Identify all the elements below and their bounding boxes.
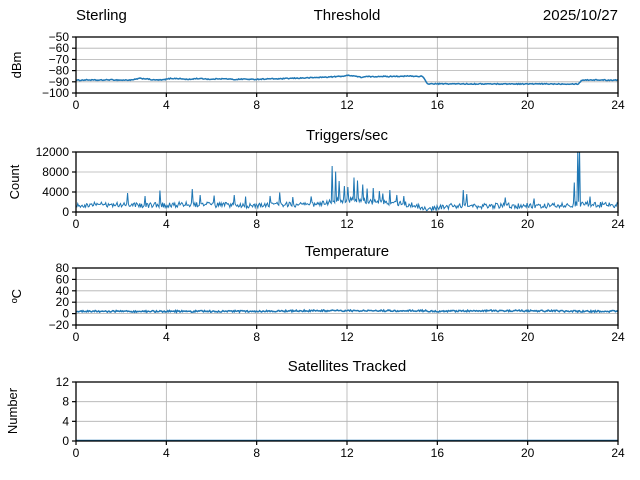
xtick-label: 24 (611, 98, 625, 112)
ytick-label: 8000 (42, 165, 69, 179)
chart-4: 0 4 8 12 16 20 24 0 4 8 12 (56, 375, 625, 460)
xtick-label: 12 (340, 217, 354, 231)
xtick-label: 20 (521, 330, 535, 344)
xtick-label: 16 (431, 217, 445, 231)
chart1-station-label: Sterling (76, 7, 127, 24)
ytick-label: 4 (62, 414, 69, 428)
ytick-label: −90 (49, 75, 70, 89)
xtick-label: 4 (163, 98, 170, 112)
xtick-label: 16 (431, 330, 445, 344)
ytick-label: −60 (49, 41, 70, 55)
chart1-ylabel: dBm (9, 51, 24, 79)
xtick-label: 20 (521, 98, 535, 112)
chart2-ylabel: Count (7, 164, 22, 200)
xtick-label: 8 (253, 217, 260, 231)
xtick-label: 16 (431, 98, 445, 112)
series-threshold_dbm (76, 74, 618, 86)
ytick-label: 80 (56, 261, 70, 275)
ytick-label: −20 (49, 318, 70, 332)
xtick-label: 4 (163, 330, 170, 344)
ytick-label: 12000 (36, 145, 70, 159)
xtick-label: 8 (253, 98, 260, 112)
xtick-label: 16 (431, 446, 445, 460)
chart3-title: Temperature (304, 243, 390, 260)
ytick-label: −80 (49, 64, 70, 78)
xtick-label: 4 (163, 446, 170, 460)
xtick-label: 8 (253, 330, 260, 344)
chart1-title: Threshold (313, 7, 381, 24)
ytick-label: −50 (49, 30, 70, 44)
chart4-ylabel: Number (5, 387, 20, 435)
chart2-title: Triggers/sec (306, 127, 388, 144)
xtick-label: 20 (521, 217, 535, 231)
xtick-label: 0 (73, 98, 80, 112)
xtick-label: 0 (73, 217, 80, 231)
xtick-label: 4 (163, 217, 170, 231)
chart4-title: Satellites Tracked (287, 358, 407, 375)
xtick-label: 12 (340, 446, 354, 460)
xtick-label: 0 (73, 330, 80, 344)
xtick-label: 8 (253, 446, 260, 460)
xtick-label: 24 (611, 217, 625, 231)
chart-2: 0 4 8 12 16 20 24 0 4000 8000 12000 (36, 145, 625, 231)
ytick-label: −70 (49, 52, 70, 66)
xtick-label: 12 (340, 330, 354, 344)
ytick-label: 12 (56, 375, 70, 389)
xtick-label: 24 (611, 330, 625, 344)
ytick-label: 8 (62, 395, 69, 409)
ytick-label: 4000 (42, 185, 69, 199)
ytick-label: 20 (56, 295, 70, 309)
ytick-label: 0 (62, 205, 69, 219)
series-temperature_c (76, 308, 618, 314)
xtick-label: 12 (340, 98, 354, 112)
chart3-ylabel: ºC (9, 288, 24, 304)
ytick-label: 60 (56, 272, 70, 286)
chart-1: 0 4 8 12 16 20 24 −100−90−80−70−60−50 (42, 30, 625, 112)
ytick-label: −100 (42, 86, 69, 100)
series-triggers_per_sec (76, 152, 618, 212)
xtick-label: 20 (521, 446, 535, 460)
chart1-date-label: 2025/10/27 (542, 7, 618, 24)
ytick-label: 0 (62, 434, 69, 448)
xtick-label: 24 (611, 446, 625, 460)
ytick-label: 40 (56, 284, 70, 298)
xtick-label: 0 (73, 446, 80, 460)
ytick-label: 0 (62, 307, 69, 321)
